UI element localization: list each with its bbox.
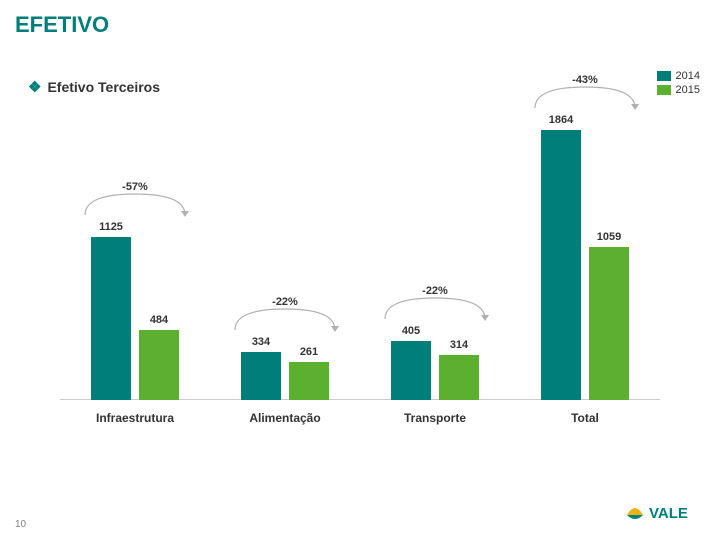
- value-label: 1059: [589, 231, 629, 243]
- legend-swatch: [657, 71, 671, 81]
- value-label: 334: [241, 336, 281, 348]
- subtitle-text: Efetivo Terceiros: [47, 79, 160, 95]
- bar-chart: 1125 484 Infraestrutura -57% 334 261 Alimentaç…: [60, 130, 660, 430]
- category-label: Transporte: [360, 411, 510, 425]
- bullet-icon: ❖: [28, 79, 41, 96]
- value-label: 484: [139, 314, 179, 326]
- logo-text: VALE: [649, 505, 688, 522]
- pct-change-label: -43%: [531, 74, 639, 86]
- bar-2014: [241, 352, 281, 400]
- bar-2014: [541, 130, 581, 400]
- bar-2014: [91, 237, 131, 400]
- change-arc: [231, 306, 339, 334]
- value-label: 405: [391, 325, 431, 337]
- change-arc: [531, 84, 639, 112]
- page-number: 10: [15, 519, 26, 530]
- category-label: Total: [510, 411, 660, 425]
- pct-change-label: -22%: [231, 296, 339, 308]
- category-label: Alimentação: [210, 411, 360, 425]
- bar-2015: [289, 362, 329, 400]
- value-label: 1864: [541, 114, 581, 126]
- value-label: 314: [439, 339, 479, 351]
- bar-2015: [439, 355, 479, 400]
- category-label: Infraestrutura: [60, 411, 210, 425]
- pct-change-label: -57%: [81, 181, 189, 193]
- value-label: 1125: [91, 221, 131, 233]
- legend: 2014 2015: [657, 70, 700, 96]
- bar-2015: [139, 330, 179, 400]
- legend-label: 2014: [676, 70, 700, 82]
- legend-item: 2014: [657, 70, 700, 82]
- slide: EFETIVO ❖ Efetivo Terceiros 2014 2015 1125…: [0, 0, 720, 540]
- bar-2015: [589, 247, 629, 400]
- value-label: 261: [289, 346, 329, 358]
- legend-swatch: [657, 85, 671, 95]
- bar-2014: [391, 341, 431, 400]
- page-title: EFETIVO: [15, 12, 109, 38]
- pct-change-label: -22%: [381, 285, 489, 297]
- change-arc: [81, 191, 189, 219]
- subtitle: ❖ Efetivo Terceiros: [28, 78, 160, 96]
- change-arc: [381, 295, 489, 323]
- legend-label: 2015: [676, 84, 700, 96]
- legend-item: 2015: [657, 84, 700, 96]
- vale-logo: VALE: [625, 497, 700, 530]
